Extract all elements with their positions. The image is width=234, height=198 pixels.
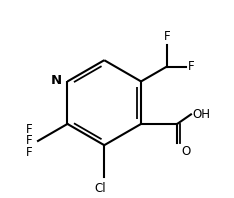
Text: OH: OH [193, 108, 211, 121]
Text: Cl: Cl [94, 182, 106, 195]
Text: F: F [26, 134, 33, 148]
Text: F: F [26, 146, 33, 159]
Text: F: F [188, 60, 194, 73]
Text: F: F [26, 123, 33, 136]
Text: N: N [51, 74, 62, 87]
Text: F: F [164, 30, 170, 43]
Text: O: O [181, 145, 191, 158]
